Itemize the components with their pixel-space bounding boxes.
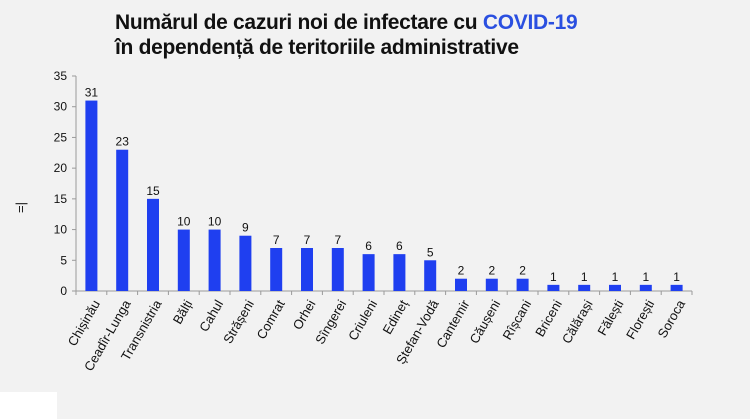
chart-title-line-2: în dependență de teritoriile administrat… [115, 36, 519, 59]
category-label: Orhei [290, 297, 319, 332]
chart-title-prefix: Numărul de cazuri noi de infectare cu [115, 11, 483, 34]
data-label: 1 [550, 270, 557, 284]
data-label: 5 [427, 245, 434, 259]
category-label: Criuleni [345, 297, 380, 343]
data-label: 2 [488, 264, 495, 278]
bar [670, 284, 683, 291]
data-label: 2 [458, 264, 465, 278]
bar [331, 248, 344, 291]
chart-title-line-1: Numărul de cazuri noi de infectare cu CO… [115, 10, 578, 35]
bar [609, 284, 621, 291]
data-label: 23 [116, 135, 130, 149]
y-tick-label: 10 [54, 223, 68, 237]
bar [177, 229, 190, 291]
category-label: Soroca [655, 297, 689, 341]
data-label: 7 [273, 233, 280, 247]
chart-title-highlight: COVID-19 [482, 11, 578, 34]
category-label: Comrat [253, 297, 287, 342]
category-label: Briceni [532, 297, 565, 339]
data-label: 9 [242, 221, 249, 235]
y-tick-label: 20 [54, 161, 68, 175]
data-label: 7 [304, 233, 311, 247]
category-label: Fălești [594, 297, 626, 338]
bar [270, 248, 283, 291]
bar [578, 284, 591, 291]
data-label: 15 [146, 184, 160, 198]
bar [116, 149, 129, 291]
y-tick-label: 15 [54, 192, 68, 206]
corner-patch [0, 392, 57, 419]
bar [301, 248, 313, 291]
bar [547, 284, 560, 291]
bar [362, 254, 375, 291]
bar [455, 278, 467, 291]
bar [424, 260, 437, 291]
data-label: 1 [673, 270, 680, 284]
chart-title: Numărul de cazuri noi de infectare cu CO… [115, 10, 578, 60]
bar [239, 235, 252, 291]
data-label: 2 [519, 264, 526, 278]
bar [208, 229, 221, 291]
data-label: 1 [642, 270, 649, 284]
category-label: Edineț [380, 297, 412, 337]
data-label: 6 [396, 239, 403, 253]
category-label: Rîșcani [499, 297, 534, 342]
data-label: 31 [85, 86, 99, 100]
y-tick-label: 5 [60, 253, 67, 267]
bar [393, 254, 406, 291]
bar [85, 100, 98, 291]
data-label: 7 [334, 233, 341, 247]
category-label: Florești [623, 297, 657, 342]
bar [639, 284, 652, 291]
category-label: Bălți [170, 297, 196, 326]
y-tick-label: 30 [54, 100, 68, 114]
y-tick-label: 0 [60, 284, 67, 298]
bar [147, 198, 159, 291]
y-tick-label: 25 [54, 130, 68, 144]
category-label: Cahul [196, 297, 226, 334]
data-label: 1 [581, 270, 588, 284]
data-label: 10 [208, 215, 222, 229]
data-label: 1 [612, 270, 619, 284]
bar [485, 278, 498, 291]
bar [516, 278, 529, 291]
data-label: 6 [365, 239, 372, 253]
y-tick-label: 35 [54, 69, 68, 83]
data-label: 10 [177, 215, 191, 229]
